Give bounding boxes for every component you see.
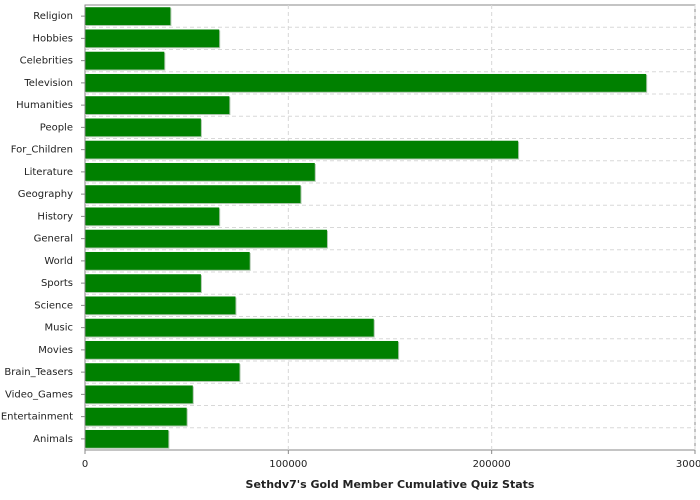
bar [85, 185, 301, 204]
y-tick-label: Video_Games [5, 389, 73, 400]
chart-title: Sethdv7's Gold Member Cumulative Quiz St… [246, 478, 535, 491]
y-tick-label: Hobbies [33, 33, 73, 44]
bar [85, 162, 315, 181]
x-tick-label: 0 [82, 459, 88, 470]
bar [85, 7, 171, 26]
bar [85, 363, 240, 382]
bar [85, 229, 327, 248]
y-tick-label: Science [34, 300, 73, 311]
y-tick-label: History [37, 211, 73, 222]
bar [85, 340, 399, 359]
bar [85, 429, 169, 448]
y-tick-label: Brain_Teasers [4, 367, 73, 378]
x-tick-label: 100000 [269, 459, 307, 470]
bar [85, 51, 165, 70]
y-tick-label: Animals [33, 434, 73, 445]
y-tick-label: Music [45, 323, 73, 334]
bar [85, 407, 187, 426]
bar [85, 274, 201, 293]
y-tick-label: General [34, 234, 73, 245]
bar [85, 296, 236, 315]
bar [85, 251, 250, 270]
y-tick-label: Geography [18, 189, 73, 200]
bar [85, 318, 374, 337]
y-tick-label: For_Children [11, 145, 73, 156]
y-tick-label: Sports [41, 278, 73, 289]
bar [85, 73, 647, 92]
y-tick-label: Television [23, 78, 73, 89]
bar [85, 140, 519, 159]
x-tick-label: 300000 [676, 459, 700, 470]
bar [85, 118, 201, 137]
bar [85, 96, 230, 115]
y-tick-label: Humanities [16, 100, 73, 111]
y-tick-label: People [40, 122, 73, 133]
y-tick-label: Entertainment [1, 412, 73, 423]
bar [85, 385, 193, 404]
x-tick-label: 200000 [473, 459, 511, 470]
y-tick-label: World [44, 256, 73, 267]
y-tick-label: Literature [24, 167, 73, 178]
bar [85, 29, 220, 48]
y-tick-label: Celebrities [20, 56, 73, 67]
y-tick-label: Religion [33, 11, 73, 22]
bar [85, 207, 220, 226]
y-tick-label: Movies [38, 345, 73, 356]
